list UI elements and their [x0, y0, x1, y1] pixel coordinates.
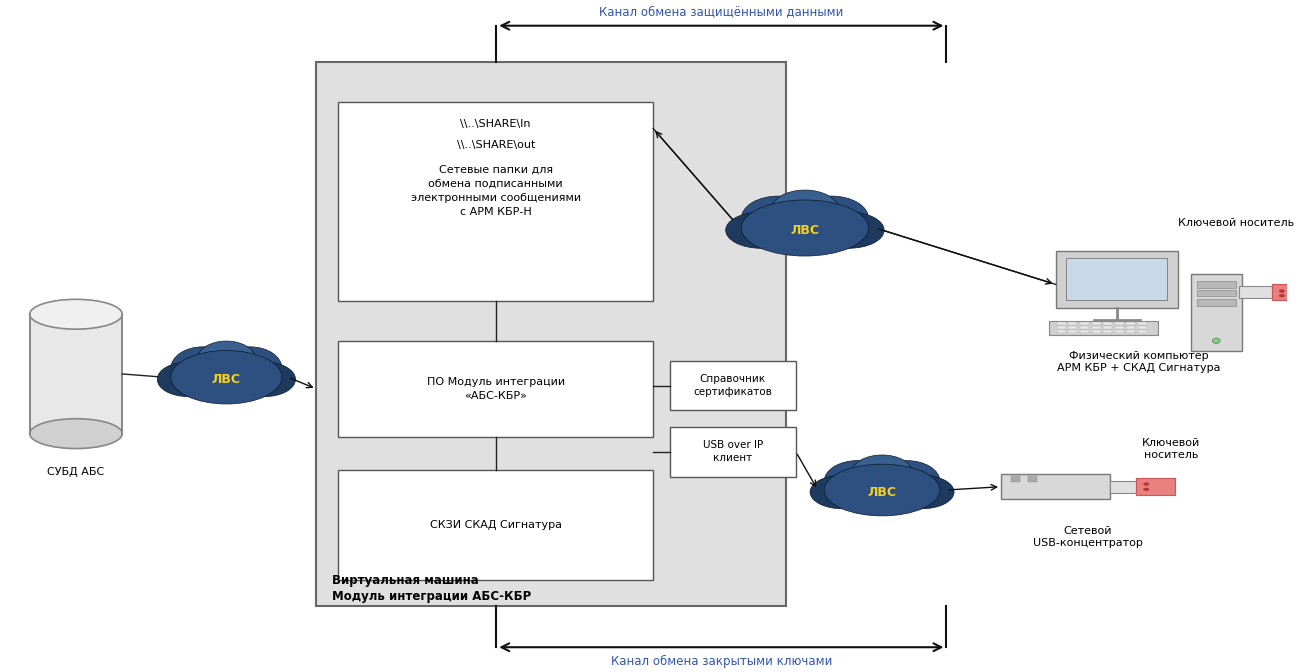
Bar [1066, 258, 1168, 300]
Bar [1110, 480, 1136, 493]
Bar [1115, 330, 1123, 333]
Text: ЛВС: ЛВС [212, 373, 240, 386]
Ellipse shape [1144, 482, 1149, 485]
Bar [1049, 321, 1158, 335]
Text: \\..\SHARE\out: \\..\SHARE\out [457, 140, 535, 151]
Bar [1011, 476, 1020, 482]
Ellipse shape [1280, 294, 1285, 297]
Text: Сетевые папки для
обмена подписанными
электронными сообщениями
с АРМ КБР-Н: Сетевые папки для обмена подписанными эл… [410, 165, 581, 217]
Ellipse shape [30, 299, 123, 329]
Bar [1136, 478, 1174, 495]
Bar [1126, 322, 1135, 325]
Text: Канал обмена закрытыми ключами: Канал обмена закрытыми ключами [611, 655, 832, 668]
Bar [1055, 251, 1178, 308]
Text: Физический компьютер
АРМ КБР + СКАД Сигнатура: Физический компьютер АРМ КБР + СКАД Сигн… [1058, 351, 1221, 373]
Text: ЛВС: ЛВС [867, 485, 896, 499]
Ellipse shape [795, 196, 868, 241]
Ellipse shape [180, 369, 248, 401]
Text: Сетевой
USB-концентратор: Сетевой USB-концентратор [1033, 526, 1143, 548]
Ellipse shape [780, 219, 858, 252]
Bar [316, 62, 786, 606]
Bar [1138, 326, 1147, 329]
Bar [1057, 326, 1066, 329]
Text: ПО Модуль интеграции
«АБС-КБР»: ПО Модуль интеграции «АБС-КБР» [427, 377, 564, 401]
Bar [338, 341, 653, 437]
Bar [1138, 322, 1147, 325]
Bar [1198, 290, 1235, 296]
Bar [1239, 286, 1272, 298]
Ellipse shape [833, 482, 905, 512]
Ellipse shape [197, 341, 256, 379]
Bar [338, 470, 653, 579]
Bar [1092, 326, 1101, 329]
Ellipse shape [771, 190, 838, 230]
Bar [1198, 281, 1235, 288]
Bar [1115, 326, 1123, 329]
Bar [1092, 330, 1101, 333]
Text: СУБД АБС: СУБД АБС [47, 467, 104, 477]
Text: Ключевой носитель: Ключевой носитель [1178, 218, 1294, 228]
Bar [1126, 326, 1135, 329]
Bar [1068, 330, 1077, 333]
Text: USB over IP
клиент: USB over IP клиент [703, 440, 763, 464]
Bar [1080, 322, 1089, 325]
Bar [1272, 284, 1306, 300]
Bar [1138, 330, 1147, 333]
Ellipse shape [1144, 488, 1149, 491]
Ellipse shape [824, 460, 891, 502]
Bar [1191, 274, 1242, 351]
Bar [1198, 299, 1235, 306]
Text: Канал обмена защищёнными данными: Канал обмена защищёнными данными [599, 5, 844, 17]
Ellipse shape [726, 212, 797, 248]
Ellipse shape [752, 219, 829, 252]
Text: Справочник
сертификатов: Справочник сертификатов [693, 374, 772, 397]
Text: Виртуальная машина
Модуль интеграции АБС-КБР: Виртуальная машина Модуль интеграции АБС… [332, 575, 532, 603]
Bar [1068, 326, 1077, 329]
Ellipse shape [889, 475, 955, 509]
Bar [1115, 322, 1123, 325]
Bar [1104, 330, 1113, 333]
Bar [670, 361, 795, 411]
Bar [1092, 322, 1101, 325]
Bar [1126, 330, 1135, 333]
Ellipse shape [1280, 290, 1285, 292]
Ellipse shape [814, 212, 884, 248]
Ellipse shape [810, 475, 874, 509]
Bar [1080, 330, 1089, 333]
Ellipse shape [205, 369, 273, 401]
Text: ЛВС: ЛВС [790, 224, 819, 237]
Bar [1057, 322, 1066, 325]
Ellipse shape [824, 464, 940, 516]
Ellipse shape [742, 196, 815, 241]
Bar [1104, 322, 1113, 325]
Text: СКЗИ СКАД Сигнатура: СКЗИ СКАД Сигнатура [430, 520, 562, 530]
Ellipse shape [852, 455, 913, 492]
Bar [1000, 474, 1110, 499]
Bar [30, 314, 123, 433]
Bar [670, 427, 795, 476]
Bar [1057, 330, 1066, 333]
Ellipse shape [171, 347, 235, 390]
Ellipse shape [218, 347, 282, 390]
Bar [1028, 476, 1037, 482]
Ellipse shape [234, 362, 295, 396]
Bar [1080, 326, 1089, 329]
Ellipse shape [30, 419, 123, 449]
Bar [1104, 326, 1113, 329]
Text: \\..\SHARE\In: \\..\SHARE\In [461, 118, 532, 128]
Ellipse shape [171, 351, 282, 404]
Ellipse shape [1212, 338, 1220, 343]
Ellipse shape [859, 482, 930, 512]
Bar [338, 102, 653, 301]
Ellipse shape [157, 362, 219, 396]
Bar [1068, 322, 1077, 325]
Ellipse shape [742, 200, 868, 256]
Ellipse shape [872, 460, 940, 502]
Text: Ключевой
носитель: Ключевой носитель [1143, 437, 1200, 460]
